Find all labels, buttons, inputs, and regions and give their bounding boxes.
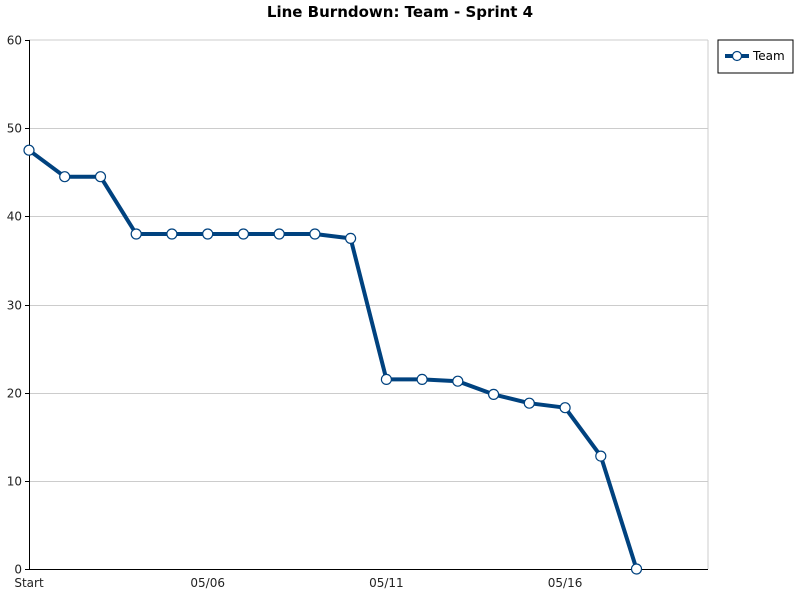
axes <box>29 39 709 570</box>
y-tick-label: 20 <box>7 387 22 401</box>
data-point <box>559 402 571 414</box>
y-tick-label: 30 <box>7 299 22 313</box>
data-point <box>202 228 214 240</box>
x-axis-ticks: Start 05/06 05/11 05/16 <box>14 576 582 590</box>
series-team <box>23 144 643 575</box>
chart-title: Line Burndown: Team - Sprint 4 <box>266 3 534 21</box>
data-point <box>523 397 535 409</box>
data-point <box>23 144 35 156</box>
data-point <box>452 375 464 387</box>
x-tick-label: 05/16 <box>548 576 583 590</box>
legend-label-team: Team <box>752 49 785 63</box>
y-tick-label: 10 <box>7 475 22 489</box>
data-point <box>130 228 142 240</box>
data-point <box>345 232 357 244</box>
data-point <box>309 228 321 240</box>
data-point <box>237 228 249 240</box>
data-point <box>416 373 428 385</box>
y-tick-label: 40 <box>7 210 22 224</box>
data-point <box>630 563 643 575</box>
data-point <box>595 450 607 462</box>
data-point <box>273 228 285 240</box>
legend-marker <box>731 50 743 62</box>
x-tick-label: 05/11 <box>369 576 404 590</box>
x-tick-label: 05/06 <box>190 576 225 590</box>
y-tick-label: 50 <box>7 122 22 136</box>
legend: Team <box>717 39 794 74</box>
data-point <box>94 171 107 183</box>
y-tick-label: 0 <box>14 563 22 577</box>
y-tick-label: 60 <box>7 34 22 48</box>
series-line-team <box>27 148 639 570</box>
x-tick-label: Start <box>14 576 44 590</box>
data-point <box>59 171 71 183</box>
data-point <box>166 228 178 240</box>
y-axis-ticks: 0 10 20 30 40 50 60 <box>7 34 29 577</box>
data-point <box>380 373 392 385</box>
data-point <box>488 388 500 400</box>
